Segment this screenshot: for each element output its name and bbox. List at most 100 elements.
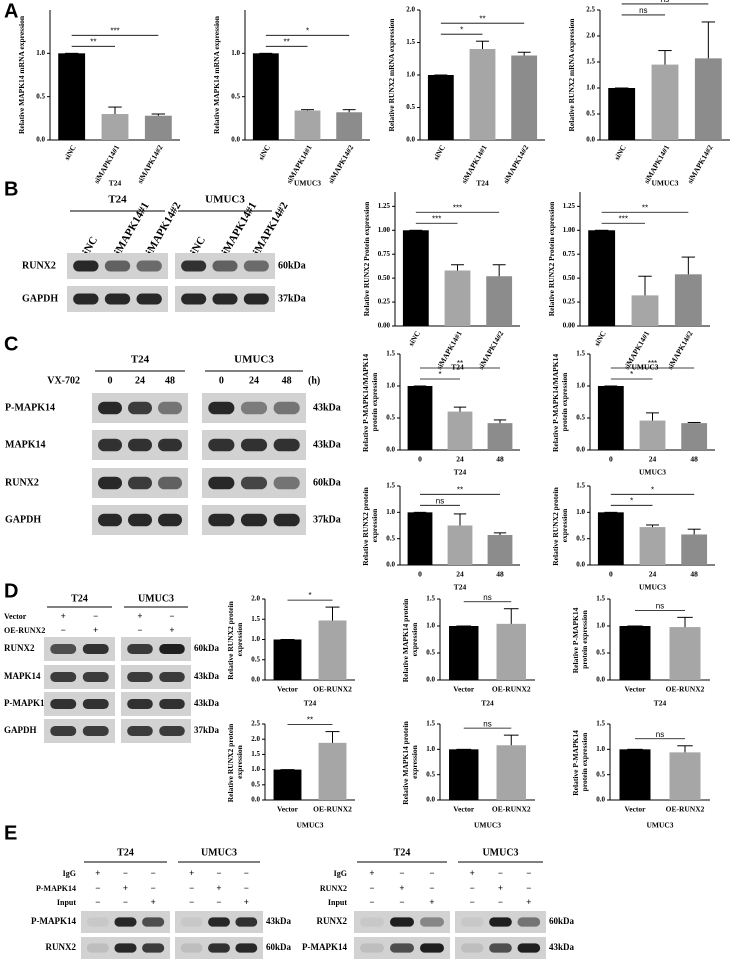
condition-sign: −: [216, 897, 221, 907]
blot-band: [159, 725, 185, 737]
x-axis-subtitle: UMUC3: [651, 179, 678, 188]
y-tick-label: 0.5: [386, 414, 395, 422]
bar: [449, 626, 479, 680]
bar: [496, 623, 526, 680]
x-tick-label: 48: [496, 455, 504, 464]
condition-sign: −: [216, 868, 221, 878]
blot-band: [158, 476, 182, 490]
y-tick-label: 2.0: [251, 735, 260, 743]
condition-sign: +: [151, 897, 156, 907]
condition-sign: −: [399, 897, 404, 907]
condition-sign: +: [216, 883, 221, 893]
y-tick-label: 0.0: [586, 136, 595, 144]
bar: [487, 534, 513, 565]
blot-band: [158, 401, 182, 415]
y-axis-label: Relative P-MAPK14 protein expression: [571, 728, 589, 795]
x-tick-label: 0: [609, 570, 613, 579]
y-tick-label: 0.0: [386, 446, 395, 454]
x-tick-label: Vector: [453, 685, 475, 694]
condition-label: IgG: [63, 869, 76, 878]
group-label: UMUC3: [234, 354, 274, 366]
y-tick-label: 0.00: [378, 322, 391, 330]
bar: [407, 512, 433, 565]
row-label: GAPDH: [22, 293, 58, 304]
y-tick-label: 1.0: [576, 382, 585, 390]
bar: [681, 534, 708, 565]
y-axis-label: Relative P-MAPK14/MAPK14 protein express…: [551, 352, 569, 452]
y-tick-label: 1.0: [406, 71, 415, 79]
x-tick-label: OE-RUNX2: [666, 805, 705, 814]
bar: [588, 230, 616, 326]
bar: [444, 270, 471, 326]
blot-band: [114, 917, 137, 927]
x-tick-label: 0: [609, 455, 613, 464]
y-tick-label: 0.5: [426, 770, 435, 778]
blot-band: [136, 260, 162, 272]
row-label: RUNX2: [22, 260, 56, 271]
blot-band: [142, 917, 165, 927]
y-tick-label: 2.0: [406, 6, 415, 14]
y-tick-label: 1.00: [563, 226, 576, 234]
significance-label: *: [630, 496, 633, 505]
y-tick-label: 1.0: [596, 745, 605, 753]
blot-band: [208, 943, 230, 953]
x-tick-label: 0: [418, 570, 422, 579]
bar: [639, 527, 666, 565]
x-tick-label: siNC: [431, 143, 447, 161]
bar: [487, 423, 513, 450]
significance-label: **: [457, 485, 463, 494]
y-tick-label: 0.5: [586, 110, 595, 118]
bar: [252, 53, 279, 141]
blot-band: [82, 725, 109, 737]
x-tick-label: Vector: [277, 805, 299, 814]
y-tick-label: 2.5: [251, 720, 260, 728]
size-label: 37kDa: [194, 725, 220, 735]
x-axis-subtitle: UMUC3: [296, 821, 323, 830]
x-axis-subtitle: T24: [109, 179, 122, 188]
y-tick-label: 0.0: [576, 561, 585, 569]
y-axis-label: Relative RUNX2 mRNA expression: [387, 18, 396, 132]
y-tick-label: 0.0: [576, 446, 585, 454]
blot-band: [181, 260, 207, 272]
unit-label: (h): [308, 375, 320, 386]
blot-band: [82, 671, 109, 683]
bar: [496, 745, 526, 800]
bar: [639, 420, 666, 450]
bar: [694, 58, 722, 140]
condition-sign: −: [189, 883, 194, 893]
x-axis-subtitle: T24: [481, 699, 494, 708]
blot-band: [208, 438, 235, 452]
blot-band: [127, 725, 153, 737]
y-tick-label: 0.5: [426, 649, 435, 657]
condition-sign: +: [123, 883, 128, 893]
condition-sign: −: [123, 897, 128, 907]
condition-sign: −: [429, 868, 434, 878]
y-tick-label: 0.75: [378, 250, 391, 258]
x-axis-subtitle: UMUC3: [294, 179, 321, 188]
x-axis-subtitle: UMUC3: [639, 583, 666, 592]
y-tick-label: 1.0: [386, 508, 395, 516]
x-tick-label: OE-RUNX2: [313, 805, 352, 814]
y-tick-label: 0.5: [251, 655, 260, 663]
x-axis-subtitle: UMUC3: [631, 363, 658, 372]
x-tick-label: 48: [690, 455, 698, 464]
bar: [402, 230, 429, 326]
bar: [318, 620, 347, 680]
blot-band: [235, 917, 258, 927]
blot-band: [159, 671, 185, 683]
y-tick-label: 1.5: [251, 615, 260, 623]
x-axis-subtitle: T24: [451, 363, 464, 372]
x-tick-label: Vector: [277, 685, 299, 694]
condition-sign: −: [93, 611, 98, 621]
y-tick-label: 0.5: [231, 92, 240, 100]
blot-band: [159, 698, 185, 710]
y-axis-label: Relative MAPK14 protein expression: [401, 719, 419, 804]
x-axis-subtitle: T24: [476, 179, 489, 188]
y-tick-label: 0.00: [563, 322, 576, 330]
blot-band: [50, 725, 77, 737]
y-tick-label: 1.5: [596, 720, 605, 728]
blot-band: [142, 943, 165, 953]
significance-label: ns: [656, 601, 664, 610]
y-axis-label: Relative RUNX2 mRNA expression: [567, 18, 576, 132]
blot-band: [212, 293, 238, 305]
